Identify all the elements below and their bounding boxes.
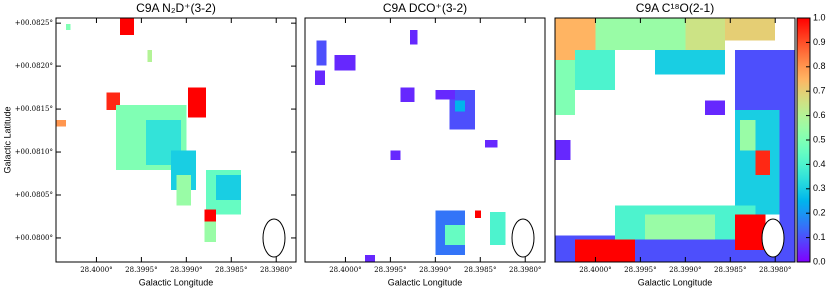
map-patch xyxy=(555,60,575,116)
map-patch xyxy=(755,150,770,176)
colorbar-tick-label: 0.2 xyxy=(813,208,826,218)
map-patch xyxy=(455,100,465,112)
map-patch xyxy=(644,214,715,240)
map-patch xyxy=(216,175,242,201)
y-tick-label: +00.0820° xyxy=(15,62,53,70)
x-tick-label: 28.4000° xyxy=(579,266,611,274)
x-tick-label: 28.3980° xyxy=(509,266,541,274)
map-image xyxy=(56,18,242,243)
beam xyxy=(511,218,535,258)
map-patch xyxy=(147,49,153,62)
x-tick-label: 28.3995° xyxy=(125,266,157,274)
y-tick-label: +00.0825° xyxy=(15,19,53,27)
colorbar-tick-label: 0.5 xyxy=(813,134,826,144)
map-patch xyxy=(188,87,207,118)
colorbar-tick-label: 0.8 xyxy=(813,61,826,71)
y-axis-label: Galactic Latitude xyxy=(2,106,12,173)
x-tick-label: 28.3980° xyxy=(759,266,791,274)
map-patch xyxy=(574,49,616,91)
map-title: C9A N₂D⁺(3-2) xyxy=(136,1,216,15)
map-image xyxy=(555,18,795,262)
axes-frame xyxy=(554,17,796,263)
y-tick-label: +00.0815° xyxy=(15,105,53,113)
x-axis-label: Galactic Longitude xyxy=(388,277,463,287)
map-patch xyxy=(390,150,401,160)
map-patch xyxy=(595,18,686,50)
map-patch xyxy=(555,140,571,160)
map-patch xyxy=(65,24,71,31)
map-patch xyxy=(204,209,216,222)
beam xyxy=(262,218,286,258)
colorbar-tick-label: 0.1 xyxy=(813,232,826,242)
map-title: C9A C¹⁸O(2-1) xyxy=(636,1,714,15)
map-patch xyxy=(474,210,482,219)
map-patch xyxy=(740,120,756,151)
colorbar-tick-label: 0.9 xyxy=(813,37,826,47)
x-tick-label: 28.4000° xyxy=(80,266,112,274)
x-tick-label: 28.4000° xyxy=(329,266,361,274)
map-patch xyxy=(574,239,635,262)
x-tick-label: 28.3985° xyxy=(714,266,746,274)
map-patch xyxy=(56,120,66,127)
y-tick-label: +00.0810° xyxy=(15,148,53,156)
map-image xyxy=(314,30,506,262)
colorbar-tick-label: 0.0 xyxy=(813,256,826,266)
map-patch xyxy=(734,214,766,250)
x-tick-label: 28.3995° xyxy=(624,266,656,274)
x-axis-label: Galactic Longitude xyxy=(638,277,713,287)
map-patch xyxy=(654,49,725,75)
x-tick-label: 28.3985° xyxy=(464,266,496,274)
colorbar-tick-label: 0.7 xyxy=(813,86,826,96)
x-tick-label: 28.3980° xyxy=(260,266,292,274)
map-patch xyxy=(400,87,415,103)
map-patch xyxy=(316,40,327,66)
map-patch xyxy=(119,18,135,36)
colorbar-tick-label: 0.4 xyxy=(813,159,826,169)
colorbar-tick-label: 0.6 xyxy=(813,110,826,120)
map-patch xyxy=(435,90,456,100)
map-patch xyxy=(314,70,325,86)
map-patch xyxy=(204,221,216,243)
axes-frame xyxy=(304,17,546,263)
x-tick-label: 28.3985° xyxy=(215,266,247,274)
x-tick-label: 28.3990° xyxy=(170,266,202,274)
map-patch xyxy=(176,175,191,206)
map-patch xyxy=(779,60,795,250)
map-patch xyxy=(410,30,418,45)
map-patch xyxy=(490,212,506,245)
map-patch xyxy=(724,18,776,41)
colorbar-tick-label: 0.3 xyxy=(813,183,826,193)
map-patch xyxy=(484,140,498,148)
y-tick-label: +00.0805° xyxy=(15,191,53,199)
axes-frame xyxy=(55,17,297,263)
map-title: C9A DCO⁺(3-2) xyxy=(383,1,467,15)
map-patch xyxy=(334,54,356,71)
y-tick-label: +00.0800° xyxy=(15,234,53,242)
x-axis-label: Galactic Longitude xyxy=(139,277,214,287)
x-tick-label: 28.3990° xyxy=(419,266,451,274)
beam xyxy=(761,218,785,258)
colorbar-tick-label: 1.0 xyxy=(813,12,826,22)
map-patch xyxy=(705,100,725,116)
x-tick-label: 28.3990° xyxy=(669,266,701,274)
map-patch xyxy=(445,225,465,245)
x-tick-label: 28.3995° xyxy=(374,266,406,274)
map-patch xyxy=(365,255,376,262)
